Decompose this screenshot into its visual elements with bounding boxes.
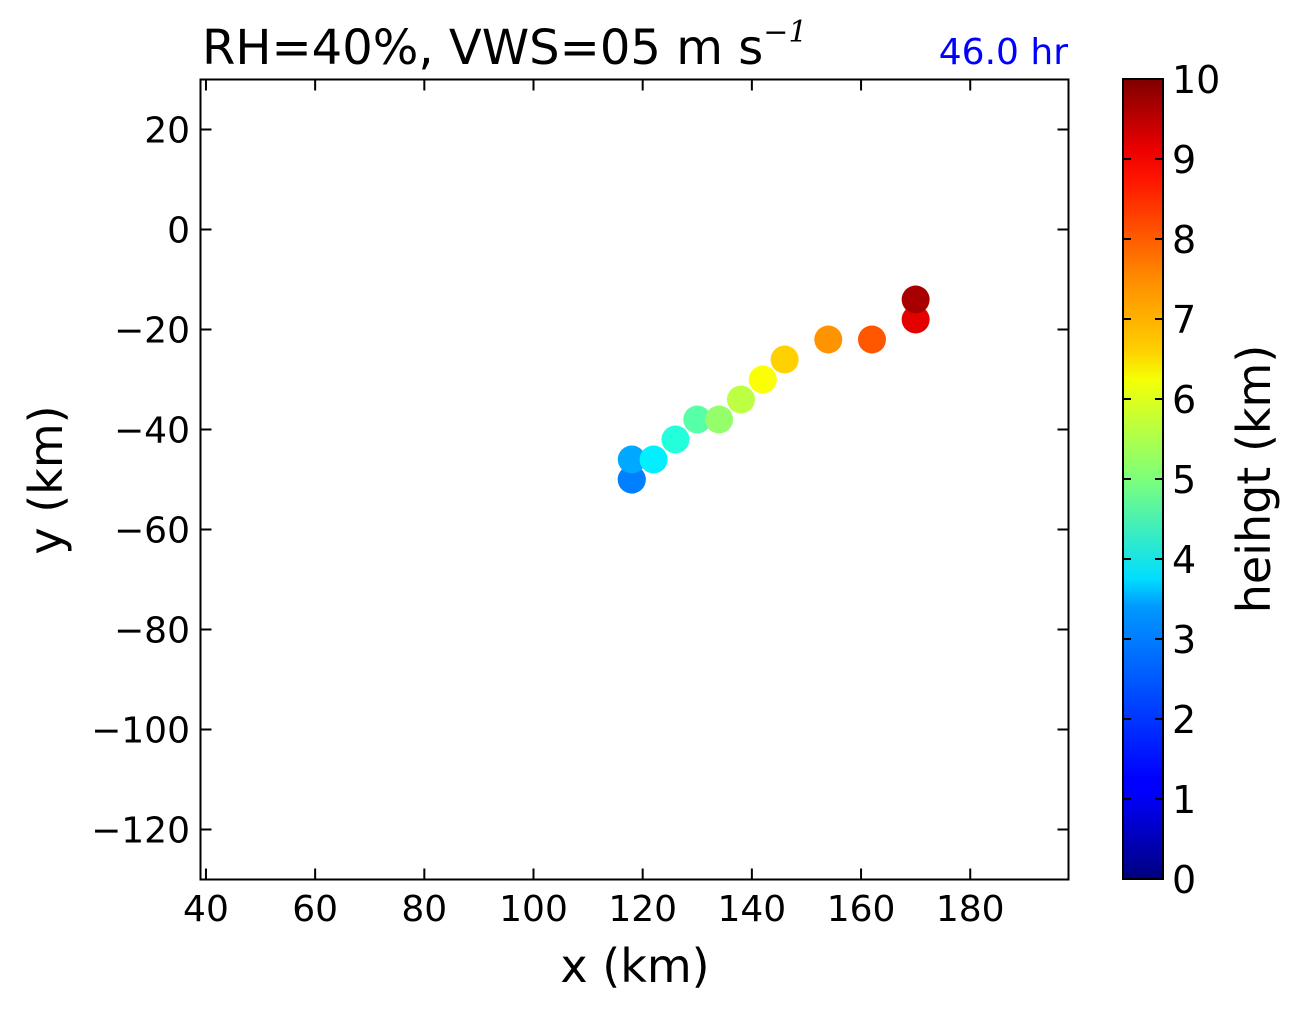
colorbar-tick-label: 1 (1172, 778, 1196, 822)
chart-title: RH=40%, VWS=05 m s−1 (202, 15, 807, 76)
scatter-point (617, 445, 646, 474)
y-tick-label: −60 (114, 511, 190, 552)
x-axis-label: x (km) (560, 939, 709, 993)
x-tick-label: 60 (292, 889, 338, 930)
scatter-point (617, 465, 646, 494)
scatter-point (814, 325, 843, 354)
scatter-point (770, 345, 799, 374)
colorbar-label: heihgt (km) (1227, 345, 1281, 614)
time-label: 46.0 hr (939, 32, 1068, 73)
colorbar-tick-label: 2 (1172, 698, 1196, 742)
x-tick-label: 80 (401, 889, 447, 930)
y-axis-label: y (km) (19, 405, 73, 554)
plot-area-frame (199, 78, 1070, 881)
x-tick-label: 120 (608, 889, 677, 930)
scatter-point (901, 285, 930, 314)
scatter-point (857, 325, 886, 354)
colorbar-ticks: 0 1 2 3 4 5 6 7 8 9 10 (1123, 58, 1220, 902)
colorbar-tick-label: 10 (1172, 58, 1220, 102)
scatter-points (617, 285, 930, 494)
scatter-point (705, 405, 734, 434)
scatter-point (683, 405, 712, 434)
scatter-point (901, 305, 930, 334)
colorbar-tick-label: 6 (1172, 378, 1196, 422)
colorbar-tick-label: 7 (1172, 298, 1196, 342)
colorbar-tick-label: 8 (1172, 218, 1196, 262)
scatter-point (748, 365, 777, 394)
scatter-point (726, 385, 755, 414)
y-tick-label: 0 (167, 211, 190, 252)
colorbar-tick-label: 0 (1172, 858, 1196, 902)
y-tick-label: −80 (114, 611, 190, 652)
y-tick-label: −100 (91, 711, 190, 752)
scatter-point (661, 425, 690, 454)
colorbar-tick-label: 9 (1172, 138, 1196, 182)
x-axis-ticks: 40 60 80 100 120 140 160 180 (183, 79, 1005, 930)
chart-title-main: RH=40%, VWS=05 m s (202, 20, 763, 76)
y-tick-label: −40 (114, 411, 190, 452)
y-tick-label: −20 (114, 311, 190, 352)
x-tick-label: 40 (183, 889, 229, 930)
y-tick-label: −120 (91, 811, 190, 852)
scatter-point (639, 445, 668, 474)
y-tick-label: 20 (144, 111, 190, 152)
x-tick-label: 160 (827, 889, 896, 930)
y-axis-ticks: −120 −100 −80 −60 −40 −20 0 20 (91, 111, 1069, 852)
chart-title-superscript: −1 (763, 15, 807, 50)
colorbar-tick-label: 4 (1172, 538, 1196, 582)
x-tick-label: 180 (936, 889, 1005, 930)
colorbar-tick-label: 3 (1172, 618, 1196, 662)
x-tick-label: 140 (718, 889, 787, 930)
colorbar-tick-label: 5 (1172, 458, 1196, 502)
x-tick-label: 100 (499, 889, 568, 930)
